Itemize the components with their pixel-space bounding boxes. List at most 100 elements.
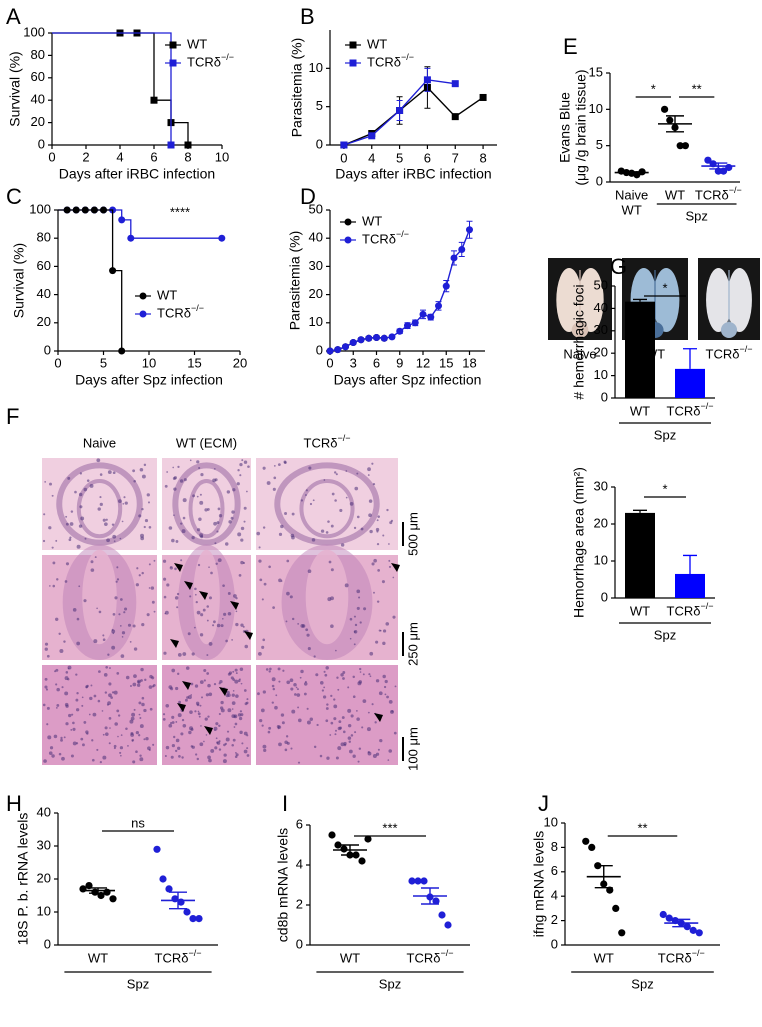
cell-nucleus — [196, 703, 200, 707]
x-tick-label: WT — [88, 950, 108, 965]
cell-nucleus — [350, 714, 354, 718]
cell-nucleus — [282, 669, 285, 672]
cell-nucleus — [256, 531, 261, 536]
cell-nucleus — [321, 689, 325, 692]
cell-nucleus — [69, 536, 72, 539]
cell-nucleus — [315, 673, 319, 677]
cell-nucleus — [192, 494, 195, 498]
cell-nucleus — [86, 684, 89, 688]
cell-nucleus — [171, 743, 175, 748]
x-tick-label: 12 — [416, 355, 430, 370]
cell-nucleus — [56, 687, 60, 692]
cell-nucleus — [344, 583, 349, 588]
cell-nucleus — [115, 580, 118, 583]
cell-nucleus — [114, 596, 118, 600]
cell-nucleus — [46, 654, 50, 658]
cell-nucleus — [369, 529, 373, 534]
cell-nucleus — [375, 527, 380, 532]
cell-nucleus — [143, 738, 146, 741]
cell-nucleus — [323, 670, 326, 673]
data-point — [358, 857, 366, 865]
y-tick-label: 40 — [37, 286, 51, 301]
sem-bar — [622, 171, 641, 174]
cell-nucleus — [103, 673, 108, 677]
cell-nucleus — [175, 721, 178, 723]
cell-nucleus — [135, 750, 138, 753]
cell-nucleus — [368, 513, 372, 518]
cell-nucleus — [46, 723, 49, 726]
cell-nucleus — [352, 695, 356, 699]
x-tick-label: 9 — [396, 355, 403, 370]
y-tick-label: 20 — [37, 870, 51, 885]
cell-nucleus — [75, 708, 80, 712]
cell-nucleus — [313, 655, 316, 658]
x-tick-label: 3 — [350, 355, 357, 370]
legend-marker — [169, 41, 177, 49]
cell-nucleus — [232, 488, 236, 492]
cell-nucleus — [51, 494, 54, 497]
sem-bar — [89, 887, 107, 894]
cell-nucleus — [273, 476, 277, 480]
brain-hemisphere — [653, 268, 680, 332]
cell-nucleus — [43, 759, 47, 763]
cell-nucleus — [289, 678, 294, 683]
cell-nucleus — [358, 747, 362, 750]
cell-nucleus — [216, 521, 220, 525]
cell-nucleus — [91, 739, 94, 742]
panel-letter: E — [563, 34, 578, 59]
cell-nucleus — [104, 691, 108, 694]
cell-nucleus — [106, 538, 110, 543]
cell-nucleus — [42, 703, 46, 707]
cell-nucleus — [371, 703, 374, 706]
cell-nucleus — [189, 595, 192, 598]
cell-nucleus — [353, 630, 358, 634]
sem-bar — [666, 115, 684, 133]
cell-nucleus — [129, 640, 132, 643]
cell-nucleus — [78, 524, 83, 528]
cell-nucleus — [68, 713, 72, 718]
column-title: WT (ECM) — [176, 435, 237, 450]
cell-nucleus — [333, 704, 338, 709]
cell-nucleus — [286, 741, 290, 745]
cell-nucleus — [369, 675, 372, 678]
marker — [118, 347, 126, 355]
marker — [150, 96, 158, 104]
cell-nucleus — [112, 632, 115, 635]
sem-bar — [341, 844, 359, 856]
cell-nucleus — [325, 707, 329, 710]
x-tick-label: Naive — [615, 187, 648, 202]
cell-nucleus — [242, 625, 245, 628]
cell-nucleus — [141, 696, 145, 700]
significance-label: * — [651, 81, 656, 96]
cell-nucleus — [113, 690, 118, 695]
cell-nucleus — [325, 666, 329, 670]
y-tick-label: 0 — [316, 136, 323, 151]
cell-nucleus — [222, 759, 227, 764]
cell-nucleus — [164, 484, 168, 488]
cell-nucleus — [373, 558, 377, 563]
y-tick-label: 40 — [31, 92, 45, 107]
cell-nucleus — [203, 679, 206, 682]
cell-nucleus — [176, 592, 180, 596]
cell-nucleus — [205, 734, 208, 736]
data-point — [689, 926, 697, 934]
cell-nucleus — [375, 679, 380, 683]
panel-letter: B — [300, 4, 315, 29]
cell-nucleus — [182, 724, 187, 728]
x-tick-label: 18 — [462, 355, 476, 370]
marker — [167, 141, 175, 149]
cell-nucleus — [262, 638, 266, 642]
cell-nucleus — [197, 712, 201, 716]
cell-nucleus — [139, 467, 144, 472]
data-point — [334, 841, 342, 849]
cell-nucleus — [235, 622, 239, 627]
cell-nucleus — [241, 459, 244, 462]
marker — [419, 310, 427, 318]
cell-nucleus — [232, 738, 236, 742]
cell-nucleus — [172, 476, 176, 481]
cell-nucleus — [99, 502, 103, 507]
scale-bar-label: 500 μm — [405, 512, 420, 556]
cell-nucleus — [196, 495, 199, 498]
sem-bar — [169, 891, 187, 910]
y-axis-label: 18S P. b. rRNA levels — [15, 813, 31, 946]
